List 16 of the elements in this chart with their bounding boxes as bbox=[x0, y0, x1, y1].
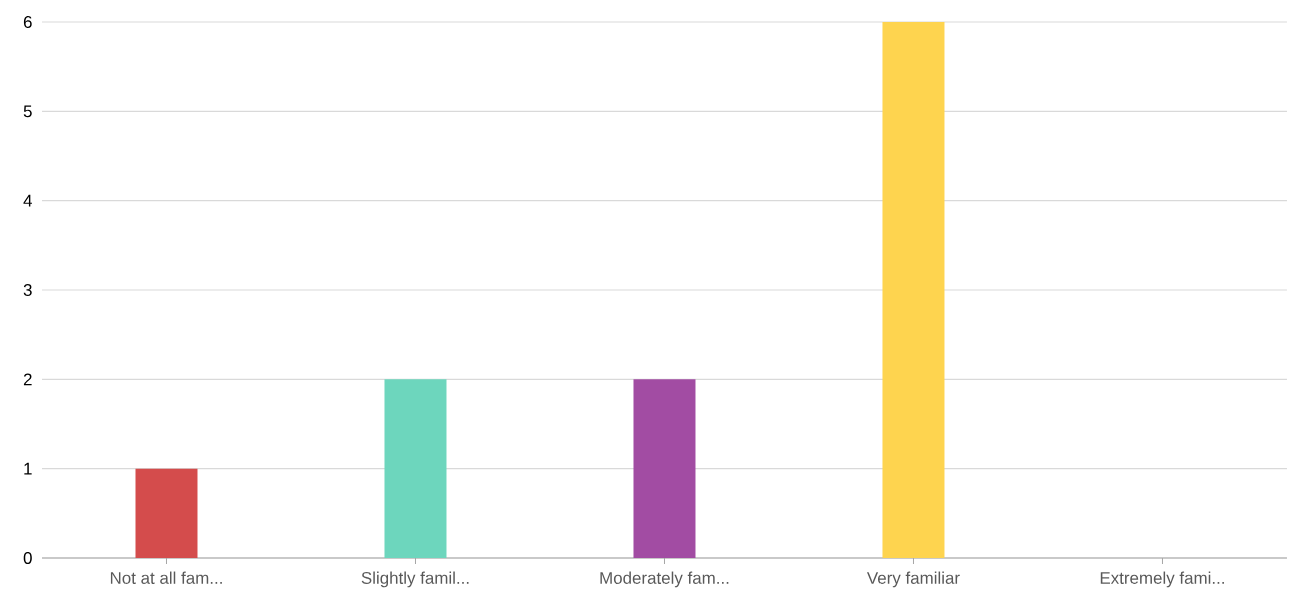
x-tick-label: Not at all fam... bbox=[110, 571, 222, 584]
bar bbox=[633, 379, 696, 558]
y-tick-label: 6 bbox=[23, 16, 32, 28]
x-tick-label: Slightly famil... bbox=[361, 571, 469, 588]
x-tick-label: Moderately fam... bbox=[600, 571, 729, 588]
y-tick-label: 4 bbox=[23, 194, 32, 207]
bar bbox=[384, 379, 447, 558]
y-tick-label: 0 bbox=[23, 552, 32, 564]
y-tick-label: 5 bbox=[23, 105, 32, 118]
y-tick-label: 1 bbox=[24, 462, 32, 475]
y-tick-label: 3 bbox=[23, 284, 32, 296]
x-tick-label: Extremely fami... bbox=[1100, 571, 1224, 588]
y-tick-label: 2 bbox=[23, 373, 32, 386]
bar bbox=[135, 468, 198, 558]
bar bbox=[882, 21, 945, 558]
x-tick-label: Very familiar bbox=[866, 571, 960, 588]
